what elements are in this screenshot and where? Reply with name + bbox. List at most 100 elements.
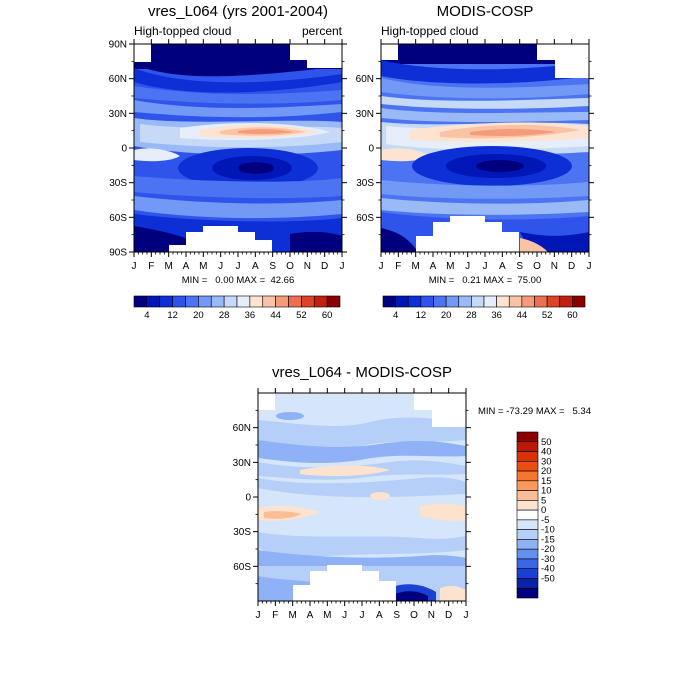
colorbar-label: -20 — [541, 544, 555, 555]
x-tick-label: J — [483, 261, 488, 272]
colorbar-label: 4 — [393, 310, 398, 321]
colorbar-label: 28 — [219, 310, 230, 321]
colorbar-label: 5 — [541, 495, 546, 506]
x-tick-label: N — [551, 261, 558, 272]
colorbar-label: -40 — [541, 564, 555, 575]
colorbar-swatch — [516, 568, 539, 579]
colorbar-swatch — [172, 295, 186, 308]
x-tick-label: M — [288, 610, 296, 621]
colorbar-label: 12 — [416, 310, 427, 321]
y-tick-label: 30S — [109, 178, 127, 189]
x-tick-label: M — [411, 261, 419, 272]
panel-obs: MODIS-COSP High-topped cloud — [356, 3, 594, 321]
x-tick-label: A — [183, 261, 190, 272]
colorbar-swatch — [458, 295, 472, 308]
panel-model-minmax: MIN = 0.00 MAX = 42.66 — [182, 275, 294, 286]
x-tick-label: A — [430, 261, 437, 272]
colorbar-swatch — [516, 578, 539, 589]
x-tick-label: F — [272, 610, 278, 621]
x-tick-label: O — [286, 261, 294, 272]
x-tick-label: M — [164, 261, 172, 272]
colorbar-swatch — [516, 509, 539, 521]
x-tick-label: F — [148, 261, 154, 272]
x-tick-label: J — [218, 261, 223, 272]
colorbar-label: -10 — [541, 525, 555, 536]
colorbar-swatch — [516, 480, 539, 491]
colorbar-label: 52 — [542, 310, 553, 321]
x-tick-label: J — [587, 261, 592, 272]
colorbar-swatch — [516, 441, 539, 452]
y-tick-label: 30N — [356, 109, 374, 120]
x-tick-label: J — [379, 261, 384, 272]
y-tick-label: 60N — [109, 74, 127, 85]
colorbar-swatch — [516, 548, 539, 560]
x-tick-label: J — [236, 261, 241, 272]
colorbar-swatch — [516, 539, 539, 550]
x-tick-label: D — [445, 610, 452, 621]
panel-model: vres_L064 (yrs 2001-2004) High-topped cl… — [109, 3, 347, 321]
colorbar-swatch — [445, 295, 460, 308]
colorbar-label: 44 — [270, 310, 281, 321]
colorbar-swatch — [185, 295, 199, 308]
colorbar-swatch — [326, 295, 341, 308]
colorbar-swatch — [516, 500, 539, 511]
colorbar-swatch — [313, 295, 328, 308]
colorbar-swatch — [516, 451, 539, 462]
colorbar-label: 0 — [541, 505, 546, 516]
y-tick-label: 0 — [368, 144, 374, 155]
x-tick-label: J — [340, 261, 345, 272]
y-tick-label: 0 — [245, 493, 251, 504]
x-tick-label: N — [428, 610, 435, 621]
colorbar-swatch — [496, 295, 510, 308]
colorbar-label: 36 — [491, 310, 502, 321]
colorbar-label: 40 — [541, 447, 552, 458]
panel-model-right-label: percent — [302, 24, 343, 38]
colorbar-label: 60 — [567, 310, 578, 321]
x-tick-label: D — [321, 261, 328, 272]
colorbar-swatch — [395, 295, 409, 308]
x-tick-label: A — [252, 261, 259, 272]
colorbar-swatch — [407, 295, 422, 308]
x-tick-label: M — [199, 261, 207, 272]
colorbar-swatch — [559, 295, 573, 308]
x-tick-label: N — [304, 261, 311, 272]
y-tick-label: 60S — [109, 213, 127, 224]
colorbar-label: 36 — [245, 310, 256, 321]
colorbar-swatch — [546, 295, 561, 308]
colorbar-label: -50 — [541, 573, 555, 584]
colorbar-label: 44 — [517, 310, 528, 321]
x-tick-label: J — [256, 610, 261, 621]
x-tick-label: M — [446, 261, 454, 272]
panel-diff-title: vres_L064 - MODIS-COSP — [272, 364, 452, 381]
panel-obs-colorbar: 4 12 20 28 36 44 52 60 — [382, 295, 586, 321]
colorbar-swatch — [516, 529, 539, 540]
colorbar-swatch — [301, 295, 315, 308]
panel-obs-minmax: MIN = 0.21 MAX = 75.00 — [429, 275, 541, 286]
y-tick-label: 60S — [356, 213, 374, 224]
x-tick-label: S — [269, 261, 276, 272]
panel-obs-left-label: High-topped cloud — [381, 24, 478, 38]
x-tick-label: O — [533, 261, 541, 272]
x-tick-label: S — [393, 610, 400, 621]
colorbar-swatch — [288, 295, 302, 308]
colorbar-label: 52 — [296, 310, 307, 321]
colorbar-swatch — [249, 295, 264, 308]
colorbar-swatch — [516, 558, 539, 570]
colorbar-swatch — [382, 295, 396, 308]
colorbar-swatch — [210, 295, 225, 308]
colorbar-label: 60 — [322, 310, 333, 321]
y-tick-label: 90S — [109, 248, 127, 259]
x-tick-label: D — [568, 261, 575, 272]
colorbar-swatch — [275, 295, 289, 308]
panel-model-left-label: High-topped cloud — [134, 24, 231, 38]
x-tick-label: F — [395, 261, 401, 272]
colorbar-swatch — [521, 295, 535, 308]
panel-obs-field — [381, 44, 589, 252]
colorbar-label: 20 — [193, 310, 204, 321]
colorbar-label: 20 — [541, 466, 552, 477]
colorbar-label: 30 — [541, 456, 552, 467]
colorbar-label: -5 — [541, 515, 549, 526]
